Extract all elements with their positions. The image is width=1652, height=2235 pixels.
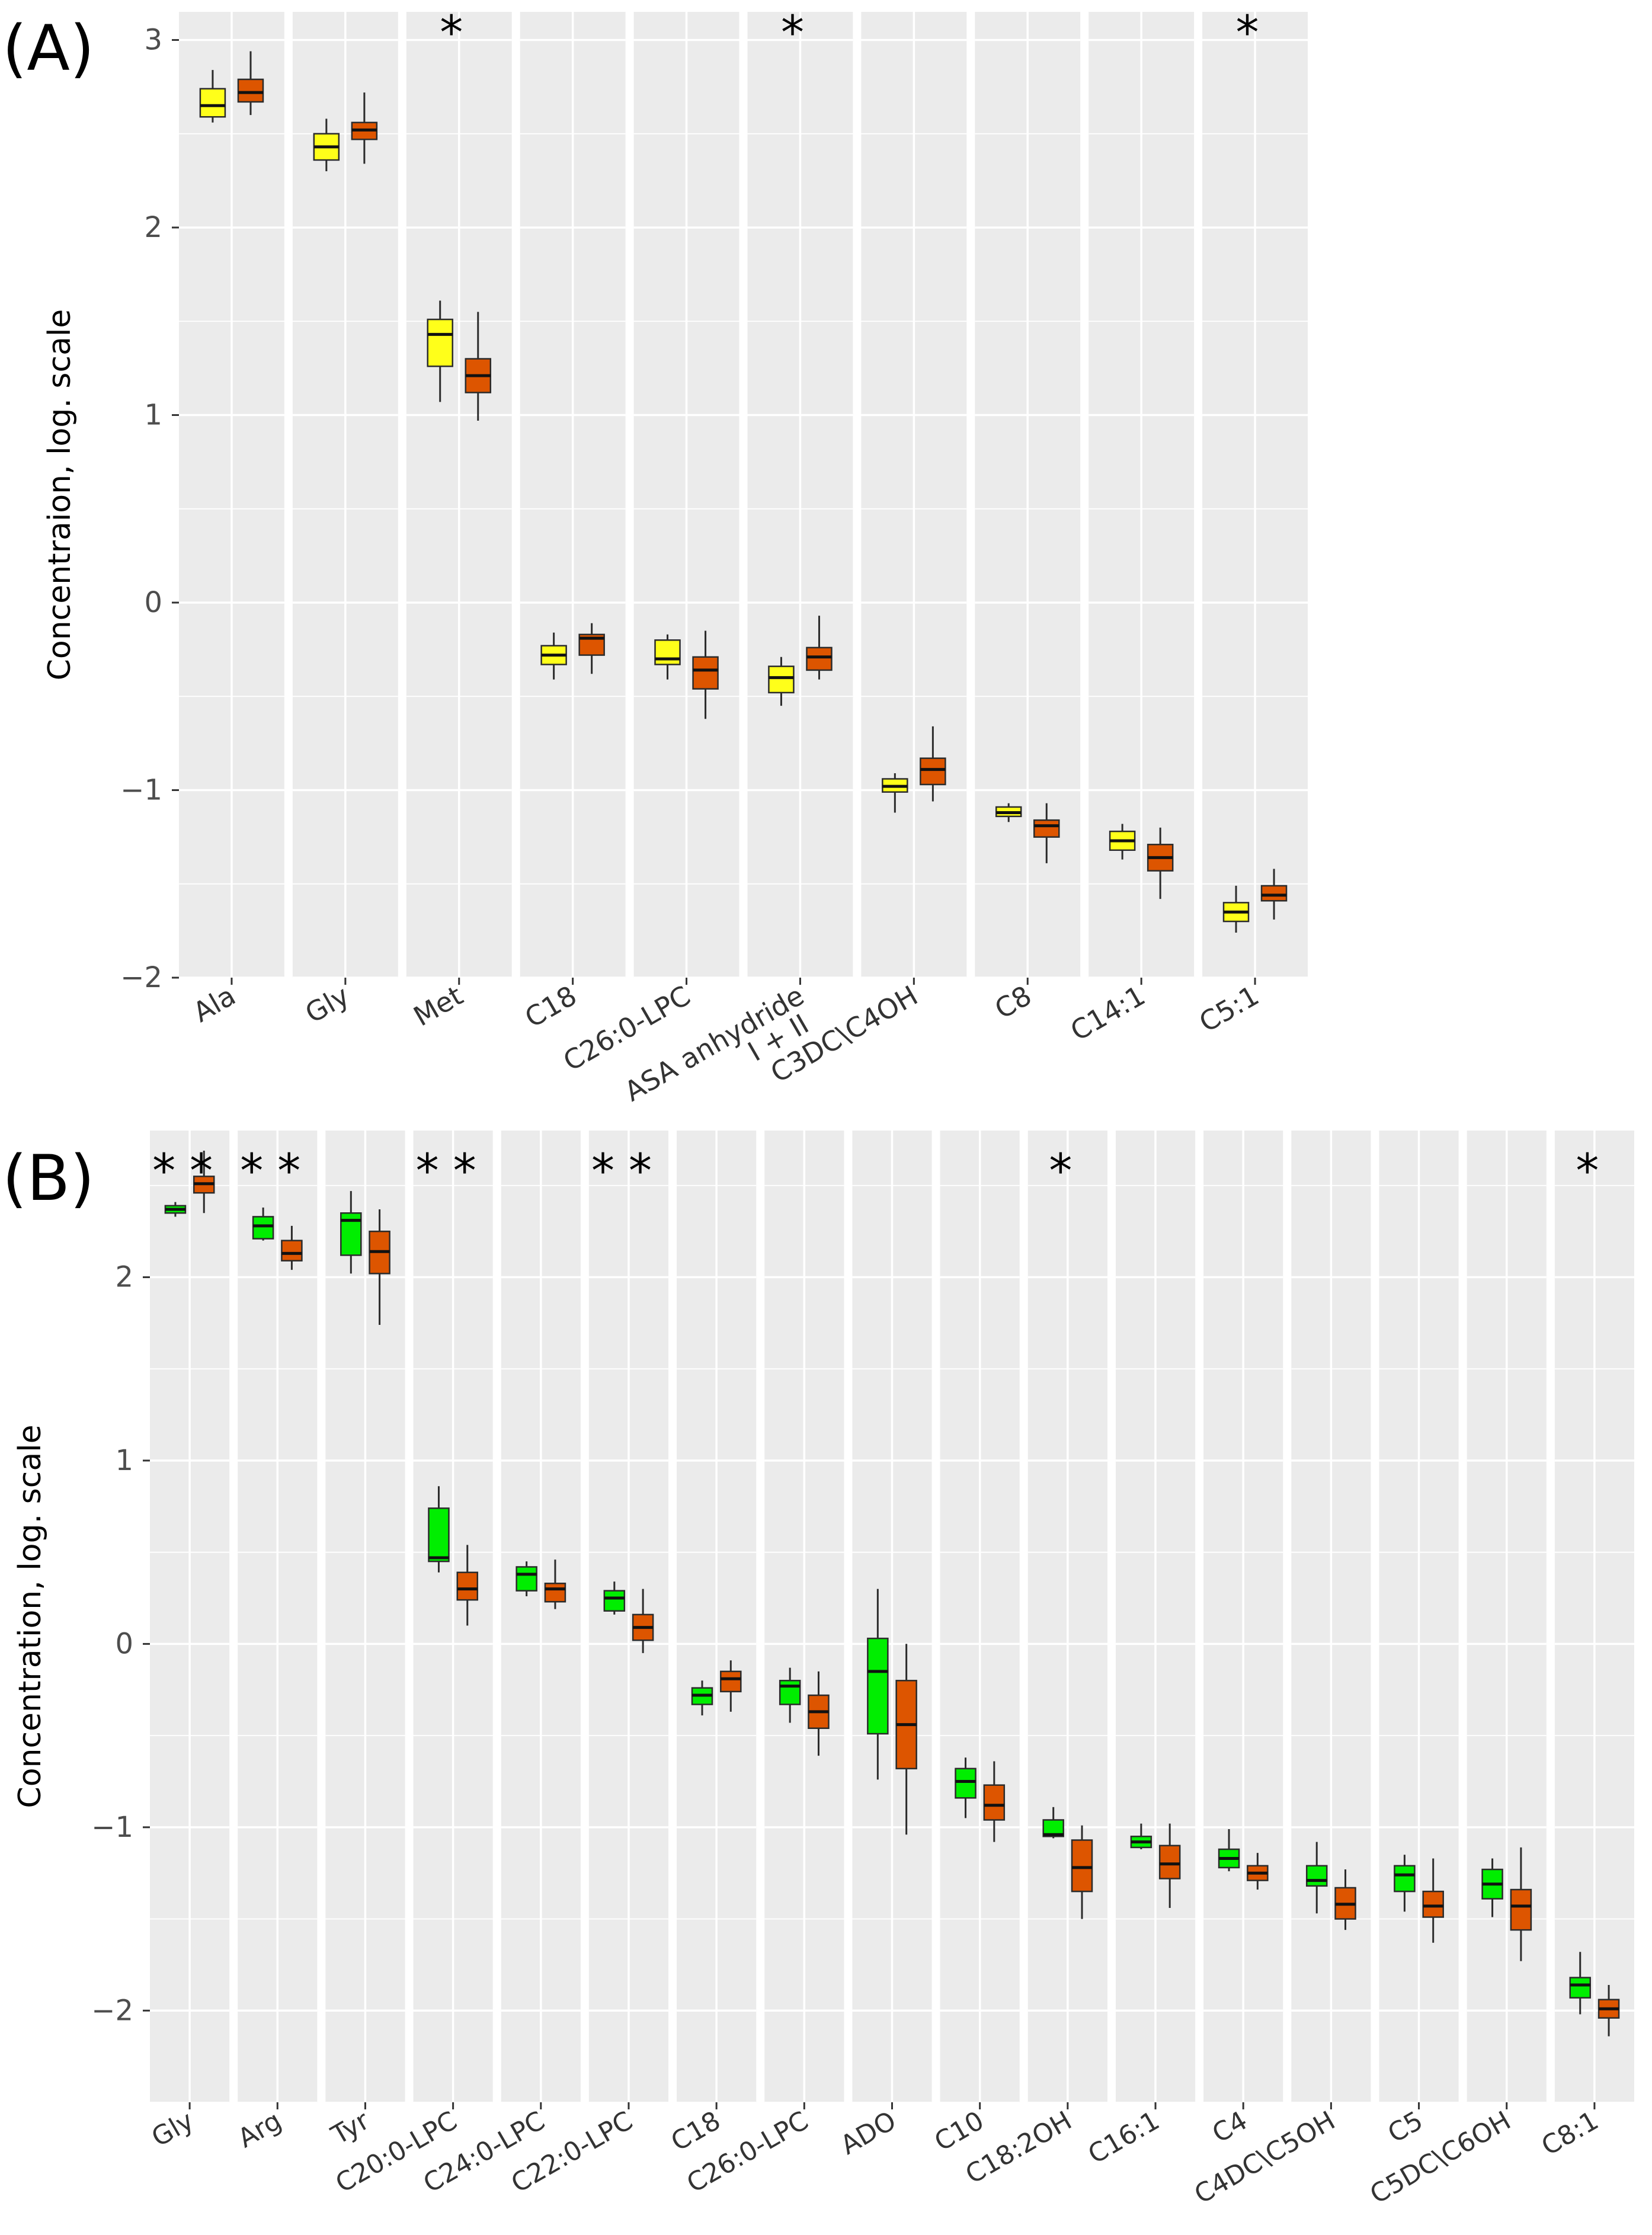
control-box bbox=[654, 639, 681, 665]
case-box bbox=[237, 78, 264, 103]
x-tick-label-c16-1: C16:1 bbox=[1083, 2105, 1165, 2170]
y-axis-title: Concentration, log. scale bbox=[12, 1424, 48, 1808]
control-box bbox=[1305, 1865, 1328, 1887]
y-tick-label: −2 bbox=[91, 1994, 133, 2027]
significance-marker: * bbox=[1236, 7, 1275, 60]
panel-label-a: (A) bbox=[2, 12, 94, 85]
x-tick-label-arg: Arg bbox=[233, 2105, 287, 2154]
significance-marker: * bbox=[1576, 1145, 1613, 1198]
x-tick-label-gly: Gly bbox=[146, 2105, 199, 2153]
control-box bbox=[516, 1566, 537, 1592]
panel-a-chart: 3 2 1 0 −1 −2 Concentraion, log. scale Ala Gly * M… bbox=[42, 7, 1308, 1107]
panel-label-b: (B) bbox=[2, 1142, 94, 1215]
control-box bbox=[768, 665, 795, 694]
y-tick-label: 1 bbox=[144, 398, 162, 431]
case-box bbox=[920, 757, 946, 786]
x-tick-label-gly: Gly bbox=[300, 979, 355, 1030]
case-box bbox=[1422, 1890, 1444, 1918]
y-tick-label: −2 bbox=[120, 961, 162, 994]
x-tick-label-c18: C18 bbox=[666, 2105, 726, 2157]
y-tick-label: 0 bbox=[115, 1627, 133, 1660]
control-box bbox=[603, 1590, 626, 1612]
control-box bbox=[1394, 1865, 1416, 1893]
x-tick-label-c5: C5 bbox=[1383, 2105, 1428, 2149]
significance-marker: ** bbox=[416, 1145, 491, 1198]
significance-marker: ** bbox=[591, 1145, 666, 1198]
x-tick-label-c10: C10 bbox=[930, 2105, 990, 2157]
control-box bbox=[1569, 1977, 1592, 1999]
control-box bbox=[779, 1680, 801, 1705]
x-tick-label-c18: C18 bbox=[520, 979, 582, 1034]
control-box bbox=[427, 318, 453, 367]
x-tick-label-tyr: Tyr bbox=[326, 2105, 375, 2151]
y-tick-label: −1 bbox=[91, 1811, 133, 1844]
y-tick-label: 2 bbox=[144, 211, 162, 244]
case-box bbox=[281, 1240, 303, 1261]
case-box bbox=[720, 1670, 742, 1693]
significance-marker: * bbox=[440, 7, 478, 60]
y-tick-label: −1 bbox=[120, 773, 162, 806]
x-tick-label-met: Met bbox=[408, 979, 469, 1033]
case-box bbox=[806, 646, 833, 671]
case-box bbox=[1158, 1845, 1181, 1879]
y-tick-label: 1 bbox=[115, 1444, 133, 1477]
significance-marker: ** bbox=[240, 1145, 315, 1198]
x-tick-label-c8: C8 bbox=[990, 979, 1037, 1025]
x-tick-label-ala: Ala bbox=[188, 979, 241, 1029]
case-box bbox=[1260, 885, 1288, 902]
case-box bbox=[1071, 1839, 1093, 1893]
y-tick-label: 0 bbox=[144, 586, 162, 619]
significance-marker: ** bbox=[152, 1145, 227, 1198]
case-box bbox=[1510, 1888, 1532, 1931]
x-tick-label-c14-1: C14:1 bbox=[1065, 979, 1150, 1047]
y-tick-label: 3 bbox=[144, 23, 162, 56]
control-box bbox=[252, 1216, 274, 1240]
control-box bbox=[867, 1637, 889, 1735]
x-tick-label-ado: ADO bbox=[835, 2105, 901, 2160]
control-box bbox=[955, 1767, 977, 1799]
control-box bbox=[428, 1507, 450, 1562]
x-tick-label-c8-1: C8:1 bbox=[1536, 2105, 1603, 2162]
significance-marker: * bbox=[1049, 1145, 1086, 1198]
y-axis-title: Concentraion, log. scale bbox=[42, 309, 78, 681]
case-box bbox=[692, 656, 719, 690]
case-box bbox=[456, 1571, 479, 1601]
x-tick-label-c5-1: C5:1 bbox=[1194, 979, 1264, 1039]
control-box bbox=[199, 88, 226, 118]
case-box bbox=[544, 1583, 566, 1603]
y-tick-label: 2 bbox=[115, 1261, 133, 1294]
significance-marker: * bbox=[781, 7, 819, 60]
x-tick-label-c4: C4 bbox=[1207, 2105, 1252, 2149]
case-box bbox=[1033, 819, 1060, 838]
case-box bbox=[983, 1784, 1006, 1821]
